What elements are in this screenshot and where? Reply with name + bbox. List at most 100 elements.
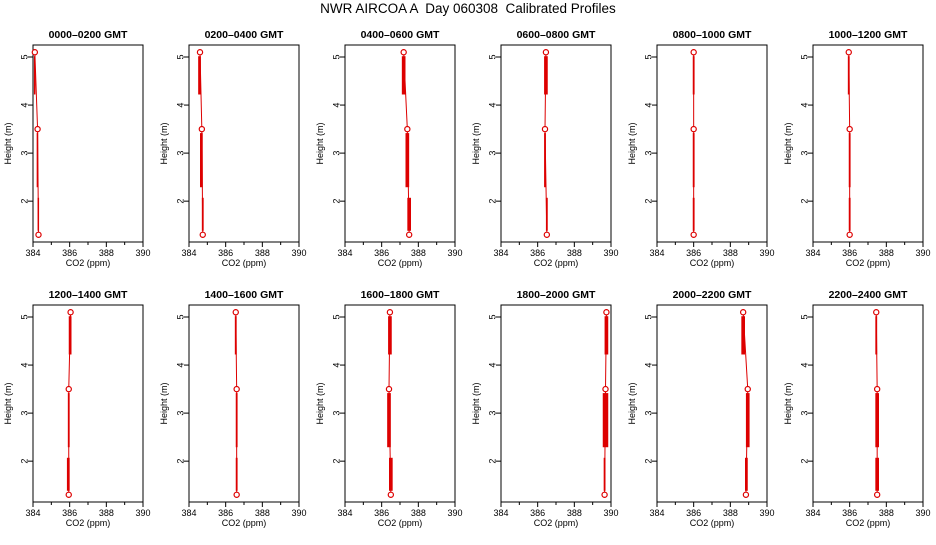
data-point xyxy=(232,309,239,316)
y-tick-label: 3 xyxy=(643,411,653,416)
x-tick-label: 384 xyxy=(337,248,352,258)
x-axis-label: CO2 (ppm) xyxy=(66,258,111,268)
data-point xyxy=(690,49,697,56)
data-point xyxy=(603,309,610,316)
x-tick-label: 388 xyxy=(879,248,894,258)
panel-title: 0600–0800 GMT xyxy=(517,29,596,41)
x-axis-label: CO2 (ppm) xyxy=(378,258,423,268)
variability-bar xyxy=(741,316,745,355)
data-point xyxy=(690,231,697,238)
plot-frame xyxy=(344,44,456,243)
data-point xyxy=(739,309,747,316)
plot-frame xyxy=(32,44,144,243)
data-point xyxy=(196,49,204,56)
x-tick-label: 388 xyxy=(255,248,270,258)
variability-bar xyxy=(544,133,546,188)
y-tick-label: 3 xyxy=(19,151,29,156)
data-point xyxy=(35,231,42,238)
x-tick-label: 388 xyxy=(411,508,426,518)
y-tick-label: 3 xyxy=(331,151,341,156)
panel-title: 0800–1000 GMT xyxy=(673,29,752,41)
x-axis-label: CO2 (ppm) xyxy=(222,518,267,528)
x-tick-label: 384 xyxy=(493,248,508,258)
variability-bar xyxy=(37,197,40,231)
x-tick-label: 386 xyxy=(842,508,857,518)
x-tick-label: 386 xyxy=(62,508,77,518)
x-axis-label: CO2 (ppm) xyxy=(690,518,735,528)
y-tick-label: 2 xyxy=(19,199,29,204)
x-tick-label: 386 xyxy=(842,248,857,258)
y-tick-label: 4 xyxy=(487,363,497,368)
x-tick-label: 386 xyxy=(374,508,389,518)
y-tick-label: 5 xyxy=(19,315,29,320)
y-tick-label: 5 xyxy=(331,55,341,60)
variability-bar xyxy=(401,56,406,95)
x-tick-label: 390 xyxy=(291,248,306,258)
variability-bar xyxy=(848,197,851,231)
y-tick-label: 4 xyxy=(331,103,341,108)
y-tick-label: 5 xyxy=(19,55,29,60)
profile-panel-1: 0000–0200 GMT 384 386 388 390 2 3 4 5 CO2 (ppm) He… xyxy=(3,29,151,268)
y-tick-label: 5 xyxy=(175,55,185,60)
plot-frame xyxy=(188,304,300,503)
plot-frame xyxy=(32,304,144,503)
plot-frame xyxy=(188,44,300,243)
profile-panel-10: 1800–2000 GMT 384 386 388 390 2 3 4 5 CO2 (ppm) He… xyxy=(471,289,619,528)
profile-panel-5: 0800–1000 GMT 384 386 388 390 2 3 4 5 CO2 (ppm) He… xyxy=(627,29,775,268)
y-axis-label: Height (m) xyxy=(159,382,169,424)
y-axis-label: Height (m) xyxy=(783,382,793,424)
panel-title: 0400–0600 GMT xyxy=(361,29,440,41)
variability-bar xyxy=(545,197,548,231)
variability-bar xyxy=(198,56,201,95)
data-point xyxy=(65,491,72,498)
plot-frame xyxy=(656,304,768,503)
data-point xyxy=(601,491,608,498)
x-tick-label: 384 xyxy=(25,248,40,258)
variability-bar xyxy=(388,316,392,355)
y-tick-label: 2 xyxy=(487,199,497,204)
y-axis-label: Height (m) xyxy=(159,122,169,164)
variability-bar xyxy=(66,457,70,491)
y-tick-label: 2 xyxy=(643,459,653,464)
data-point xyxy=(690,125,697,133)
x-tick-label: 386 xyxy=(374,248,389,258)
panel-title: 1400–1600 GMT xyxy=(205,289,284,301)
variability-bar xyxy=(33,56,36,95)
data-point xyxy=(385,385,393,393)
y-axis-label: Height (m) xyxy=(471,122,481,164)
y-tick-label: 4 xyxy=(331,363,341,368)
variability-bar xyxy=(692,133,695,188)
variability-bar xyxy=(407,197,411,231)
x-tick-label: 390 xyxy=(291,508,306,518)
profile-panel-4: 0600–0800 GMT 384 386 388 390 2 3 4 5 CO2 (ppm) He… xyxy=(471,29,619,268)
data-point xyxy=(542,49,550,56)
y-axis-label: Height (m) xyxy=(3,382,13,424)
variability-bar xyxy=(235,457,238,491)
x-tick-label: 390 xyxy=(759,248,774,258)
data-point xyxy=(742,491,750,498)
data-point xyxy=(873,309,880,316)
variability-bar xyxy=(67,393,70,448)
variability-bar xyxy=(405,133,410,188)
x-tick-label: 390 xyxy=(603,248,618,258)
x-tick-label: 386 xyxy=(530,248,545,258)
data-point xyxy=(541,125,549,133)
variability-bar xyxy=(235,393,238,448)
y-tick-label: 4 xyxy=(643,103,653,108)
y-tick-label: 5 xyxy=(175,315,185,320)
x-tick-label: 386 xyxy=(62,248,77,258)
x-tick-label: 390 xyxy=(447,248,462,258)
y-tick-label: 3 xyxy=(487,151,497,156)
profile-panel-9: 1600–1800 GMT 384 386 388 390 2 3 4 5 CO2 (ppm) He… xyxy=(315,289,463,528)
x-tick-label: 384 xyxy=(649,248,664,258)
variability-bar xyxy=(875,393,879,448)
profile-panel-6: 1000–1200 GMT 384 386 388 390 2 3 4 5 CO2 (ppm) He… xyxy=(783,29,931,268)
y-axis-label: Height (m) xyxy=(471,382,481,424)
variability-bar xyxy=(875,457,879,491)
plot-frame xyxy=(500,304,612,503)
variability-bar xyxy=(36,133,39,188)
x-axis-label: CO2 (ppm) xyxy=(66,518,111,528)
variability-bar xyxy=(692,197,695,231)
data-point xyxy=(405,231,413,238)
